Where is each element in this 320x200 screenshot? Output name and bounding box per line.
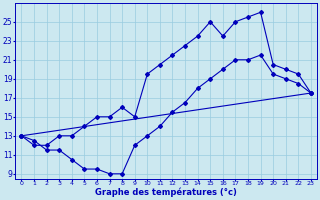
X-axis label: Graphe des températures (°c): Graphe des températures (°c) bbox=[95, 188, 237, 197]
